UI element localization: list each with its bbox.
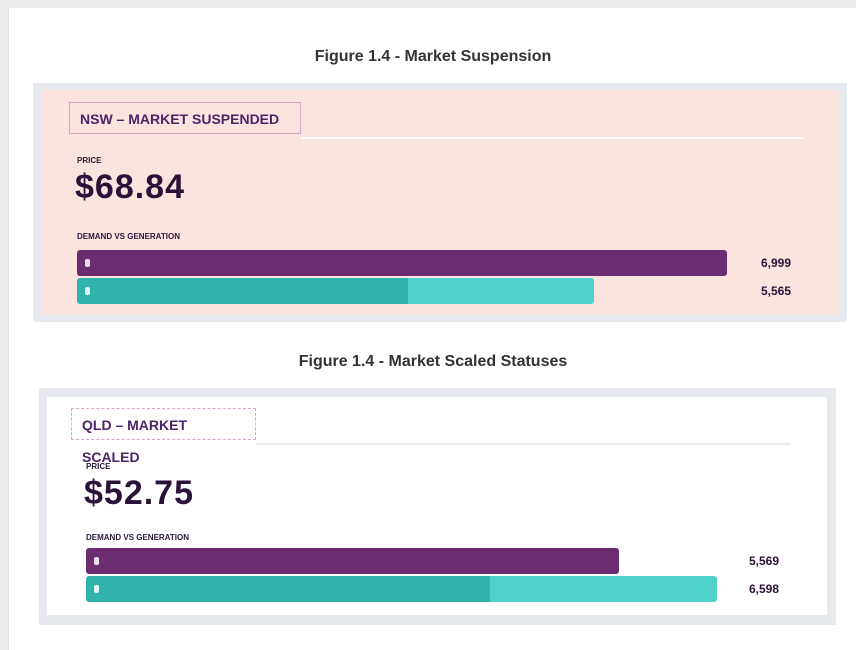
bar-icon (85, 287, 90, 295)
panel-frame: NSW – MARKET SUSPENDED PRICE $68.84 DEMAND … (33, 83, 847, 322)
value-label: 5,565 (761, 284, 792, 298)
region-label: NSW – MARKET SUSPENDED (69, 102, 301, 134)
divider (301, 137, 804, 139)
panel: NSW – MARKET SUSPENDED PRICE $68.84 DEMAND … (41, 90, 839, 315)
demand-bar (77, 250, 727, 276)
demand-bar (86, 548, 619, 574)
section-label: DEMAND VS GENERATION (86, 533, 189, 542)
price-value: $68.84 (75, 168, 185, 206)
bar-icon (94, 585, 99, 593)
value-label: 6,598 (749, 582, 780, 596)
bar-icon (94, 557, 99, 565)
document: Figure 1.4 - Market Suspension NSW – MARK… (8, 8, 856, 650)
figure-caption: Figure 1.4 - Market Scaled Statuses (298, 353, 568, 370)
price-label: PRICE (77, 156, 102, 165)
price-value: $52.75 (84, 474, 194, 512)
generation-bar (77, 278, 594, 304)
figure-caption: Figure 1.4 - Market Suspension (314, 48, 552, 65)
panel: QLD – MARKET SCALED PRICE $52.75 DEMAND VS … (47, 397, 827, 615)
panel-frame: QLD – MARKET SCALED PRICE $52.75 DEMAND VS … (39, 388, 836, 625)
region-label: QLD – MARKET SCALED (71, 408, 256, 465)
generation-bar (86, 576, 717, 602)
bar-icon (85, 259, 90, 267)
divider (256, 443, 791, 445)
section-label: DEMAND VS GENERATION (77, 232, 180, 241)
price-label: PRICE (86, 462, 111, 471)
value-label: 5,569 (749, 554, 780, 568)
value-label: 6,999 (761, 256, 792, 270)
